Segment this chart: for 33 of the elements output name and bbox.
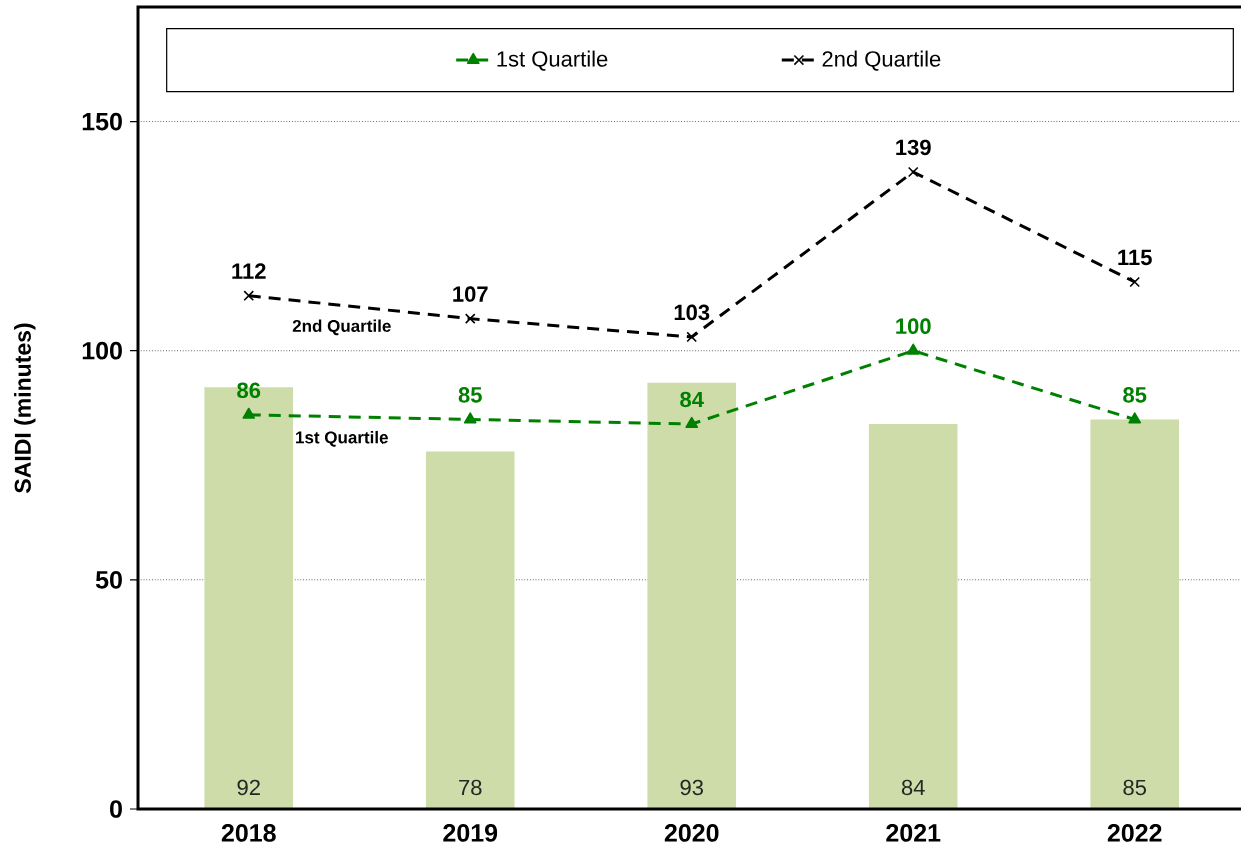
bar (868, 424, 958, 809)
data-label: 92 (237, 779, 260, 796)
legend-label: 2nd Quartile (822, 50, 941, 71)
y-tick-label: 0 (110, 800, 122, 818)
data-label: 107 (453, 286, 488, 302)
y-tick-label: 150 (82, 112, 122, 131)
data-label: 85 (1123, 387, 1147, 403)
data-label: 112 (232, 263, 266, 279)
annotation: 2nd Quartile (292, 319, 391, 336)
x-tick-label: 2021 (886, 824, 941, 842)
data-label: 86 (237, 382, 261, 399)
data-label: 100 (896, 318, 931, 334)
bar (1090, 419, 1180, 809)
data-label: 84 (901, 779, 925, 796)
bar (425, 451, 515, 809)
data-label: 85 (458, 387, 482, 403)
legend-label: 1st Quartile (497, 50, 608, 71)
y-axis-title: SAIDI (minutes) (14, 323, 36, 493)
data-label: 139 (896, 139, 931, 156)
y-tick-label: 100 (82, 341, 122, 360)
data-label: 115 (1118, 249, 1152, 266)
data-label: 93 (680, 779, 703, 796)
data-label: 85 (1123, 779, 1146, 796)
bar (647, 382, 737, 809)
data-label: 78 (459, 779, 482, 796)
annotation: 1st Quartile (296, 430, 388, 447)
x-tick-label: 2020 (664, 824, 719, 842)
x-tick-label: 2018 (221, 824, 276, 842)
data-label: 103 (674, 304, 710, 321)
y-tick-label: 50 (95, 571, 122, 589)
x-tick-label: 2019 (443, 824, 498, 842)
x-tick-label: 2022 (1107, 824, 1162, 842)
data-label: 84 (680, 391, 704, 408)
